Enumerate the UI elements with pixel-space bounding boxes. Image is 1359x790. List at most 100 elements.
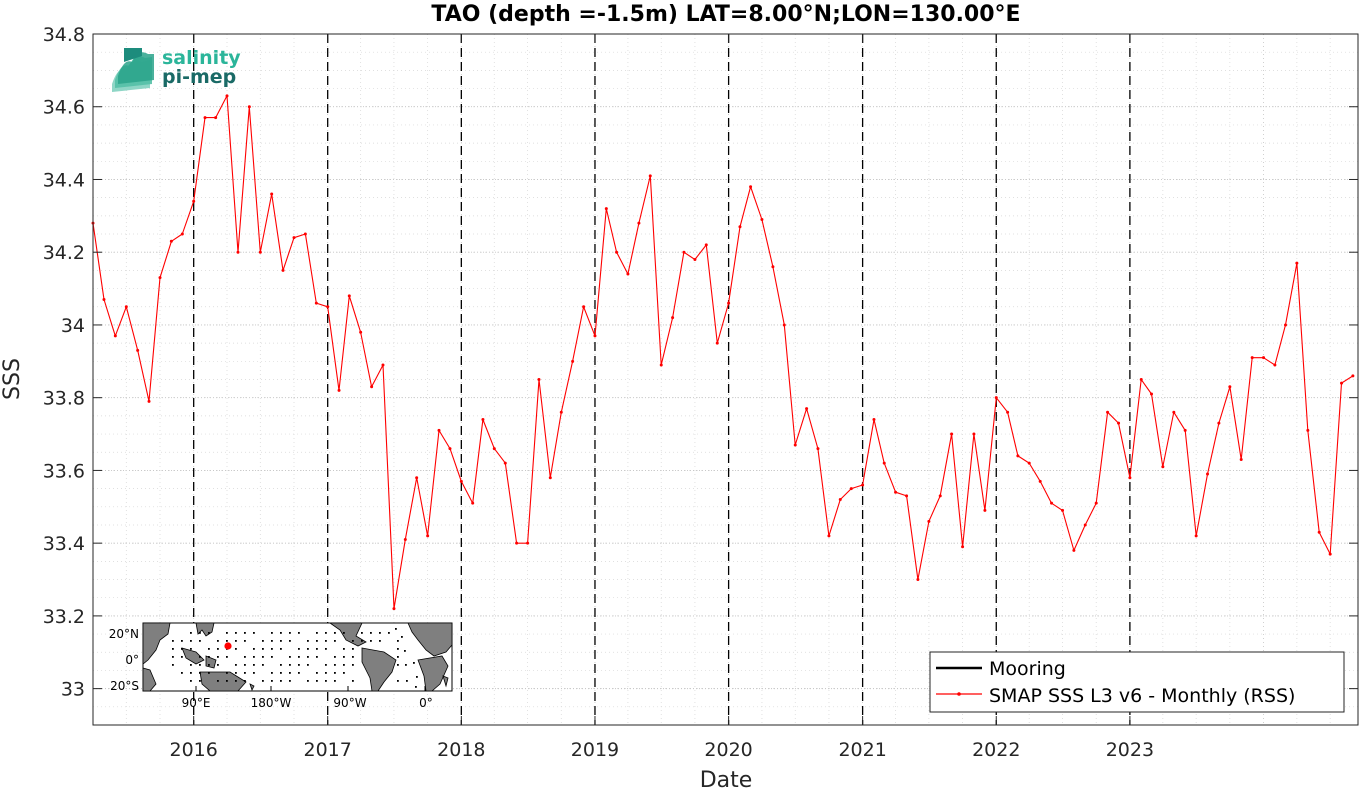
data-point-smap (659, 363, 663, 367)
data-point-smap (415, 476, 419, 480)
map-station-dot (181, 640, 183, 642)
map-station-dot (316, 632, 318, 634)
data-point-smap (526, 541, 530, 545)
map-station-dot (190, 672, 192, 674)
data-point-smap (1149, 392, 1153, 396)
data-point-smap (693, 257, 697, 261)
map-station-dot (397, 640, 399, 642)
data-point-smap (816, 447, 820, 451)
map-station-dot (334, 664, 336, 666)
data-point-smap (1027, 461, 1031, 465)
map-station-dot (199, 664, 201, 666)
data-point-smap (782, 323, 786, 327)
map-station-dot (172, 664, 174, 666)
map-lat-label: 20°S (110, 679, 139, 693)
x-axis-title: Date (700, 768, 753, 790)
map-station-dot (307, 680, 309, 682)
data-point-smap (983, 508, 987, 512)
map-station-dot (190, 648, 192, 650)
map-station-dot (271, 640, 273, 642)
data-point-smap (1094, 501, 1098, 505)
map-station-dot (271, 632, 273, 634)
data-point-smap (894, 490, 898, 494)
map-station-dot (208, 664, 210, 666)
map-station-dot (334, 656, 336, 658)
data-point-smap (136, 348, 140, 352)
x-tick-label: 2016 (170, 739, 218, 761)
map-station-dot (325, 648, 327, 650)
map-station-dot (352, 640, 354, 642)
inset-map-land (142, 622, 453, 692)
data-point-smap (326, 305, 330, 309)
data-point-smap (938, 494, 942, 498)
data-point-smap (1139, 378, 1143, 381)
map-station-dot (289, 656, 291, 658)
data-point-smap (972, 432, 976, 436)
map-station-dot (405, 664, 407, 666)
inset-map: 20°N 0° 20°S 90°E 180°W 90°W 0° (109, 622, 453, 710)
y-tick-label: 33.8 (43, 388, 85, 410)
data-point-smap (1340, 381, 1344, 385)
map-station-dot (316, 648, 318, 650)
data-point-smap (704, 243, 708, 247)
map-station-dot (370, 640, 372, 642)
x-axis: 2016 2017 2018 2019 2020 2021 2022 2023 (170, 34, 1154, 761)
data-point-smap (793, 443, 797, 447)
data-point-smap (102, 297, 106, 301)
map-station-dot (172, 640, 174, 642)
map-station-dot (280, 680, 282, 682)
map-station-dot (244, 672, 246, 674)
data-point-smap (1250, 356, 1254, 360)
data-point-smap (281, 268, 285, 272)
map-station-dot (253, 648, 255, 650)
map-station-dot (199, 672, 201, 674)
map-station-dot (334, 680, 336, 682)
data-point-smap (882, 461, 886, 465)
legend-label-mooring: Mooring (989, 658, 1066, 680)
data-point-smap (392, 607, 396, 611)
series-line-smap (92, 95, 1354, 610)
data-point-smap (849, 487, 853, 491)
map-station-dot (325, 680, 327, 682)
map-station-dot (298, 664, 300, 666)
x-tick-label: 2018 (437, 739, 485, 761)
data-point-smap (158, 276, 162, 280)
data-point-smap (1262, 356, 1266, 360)
map-station-dot (401, 636, 403, 638)
map-station-dot (289, 680, 291, 682)
legend-marker-smap (957, 692, 961, 696)
data-point-smap (1217, 421, 1221, 425)
map-station-dot (172, 648, 174, 650)
map-station-dot (334, 672, 336, 674)
y-tick-label: 33.4 (43, 533, 85, 555)
map-station-dot (343, 672, 345, 674)
map-station-dot (181, 672, 183, 674)
data-point-smap (994, 396, 998, 400)
map-station-dot (280, 632, 282, 634)
data-point-smap (258, 250, 262, 254)
map-station-dot (199, 632, 201, 634)
map-station-dot (388, 632, 390, 634)
salinity-pi-mep-logo: salinity pi-mep (112, 47, 241, 92)
data-point-smap (270, 192, 274, 196)
y-tick-label: 33.2 (43, 606, 85, 628)
data-point-smap (225, 94, 229, 98)
map-station-dot (226, 632, 228, 634)
y-tick-label: 34.2 (43, 242, 85, 264)
map-station-dot (406, 680, 408, 682)
data-point-smap (637, 221, 641, 225)
data-point-smap (559, 410, 563, 414)
map-station-dot (235, 672, 237, 674)
map-station-dot (235, 640, 237, 642)
map-station-dot (262, 640, 264, 642)
map-station-dot (235, 680, 237, 682)
tao-array-stations (172, 628, 418, 688)
data-point-smap (593, 334, 597, 338)
map-station-dot (316, 672, 318, 674)
map-station-dot (190, 664, 192, 666)
station-location-marker (224, 642, 232, 650)
map-lon-label: 0° (419, 696, 433, 710)
map-station-dot (217, 680, 219, 682)
map-station-dot (271, 672, 273, 674)
